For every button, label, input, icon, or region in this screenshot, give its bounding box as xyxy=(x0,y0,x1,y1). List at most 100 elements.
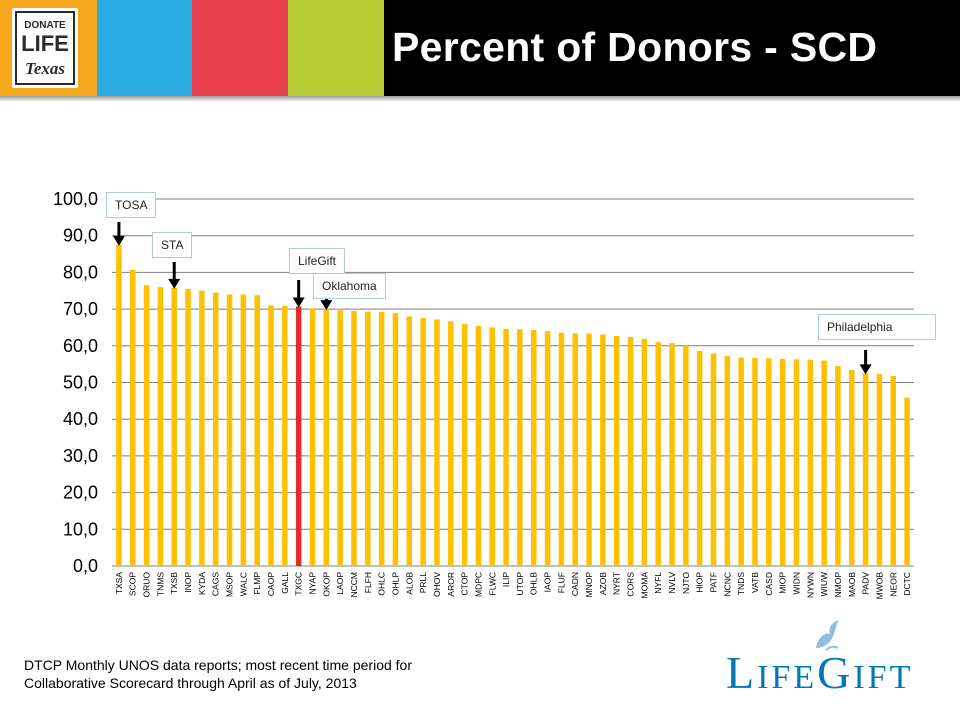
y-tick-label: 90,0 xyxy=(63,226,98,246)
x-tick-label: TXGC xyxy=(294,572,304,596)
x-tick-label: WALC xyxy=(238,572,248,596)
lifegift-logo: LIFEGIFT xyxy=(726,618,936,698)
bar-flwc xyxy=(489,327,496,566)
y-tick-label: 30,0 xyxy=(63,446,98,466)
bar-nccm xyxy=(351,310,357,566)
bar-flfh xyxy=(365,311,371,566)
x-tick-label: FLWC xyxy=(487,572,497,595)
x-tick-label: OHLC xyxy=(377,572,387,596)
bar-dctc xyxy=(904,397,910,566)
logo-text-ift: IFT xyxy=(853,659,914,696)
bar-scop xyxy=(129,269,136,566)
bar-txsb xyxy=(171,287,177,566)
bar-hiop xyxy=(696,350,703,566)
bar-prll xyxy=(420,317,426,566)
logo-line2: LIFE xyxy=(21,31,69,56)
bar-nmop xyxy=(835,365,841,566)
bar-inop xyxy=(185,288,191,566)
logo-text-l: L xyxy=(726,647,758,698)
x-tick-label: NEOR xyxy=(888,572,898,597)
x-tick-label: CAOP xyxy=(266,572,276,596)
dove-icon xyxy=(816,620,839,651)
arrow-philadelphia xyxy=(859,350,872,375)
bar-ctop xyxy=(461,324,468,566)
x-tick-label: MAOB xyxy=(847,572,857,597)
y-tick-labels: 0,0 10,0 20,0 30,0 40,0 50,0 60,0 70,0 80,0 90,0 1… xyxy=(53,189,98,576)
x-tick-labels: TXSA SCOP ORUO TNMS TXSB INOP KYDA CAGS MSOP WALC… xyxy=(114,572,912,600)
x-tick-label: CAGS xyxy=(211,572,221,596)
x-tick-label: SCOP xyxy=(128,572,138,596)
x-tick-label: TNDS xyxy=(736,572,746,595)
green-stripe xyxy=(288,0,384,96)
x-tick-label: DCTC xyxy=(902,572,912,596)
x-tick-label: INOP xyxy=(183,572,193,593)
bar-fluf xyxy=(558,332,565,566)
bar-cors xyxy=(627,336,634,566)
callout-philadelphia: Philadelphia xyxy=(818,314,936,340)
bar-tnms xyxy=(157,287,164,566)
y-tick-label: 60,0 xyxy=(63,336,98,356)
x-tick-label: MIOP xyxy=(778,572,788,594)
bar-azob xyxy=(600,334,606,566)
y-tick-label: 50,0 xyxy=(63,373,98,393)
x-tick-label: NYWN xyxy=(805,572,815,598)
bar-txsa xyxy=(116,244,122,566)
bar-nyfl xyxy=(655,342,661,566)
bar-njto xyxy=(683,345,689,566)
x-tick-label: WIDN xyxy=(791,572,801,595)
x-tick-label: LAOP xyxy=(335,572,345,595)
logo-text-g: G xyxy=(817,647,854,698)
y-tick-label: 80,0 xyxy=(63,262,98,282)
y-tick-label: 70,0 xyxy=(63,299,98,319)
x-tick-label: ALOB xyxy=(404,572,414,595)
x-tick-label: MSOP xyxy=(225,572,235,597)
callout-sta: STA xyxy=(152,232,193,258)
bar-ohlc xyxy=(378,312,385,566)
x-tick-label: CASD xyxy=(764,572,774,596)
x-tick-label: NCNC xyxy=(722,572,732,597)
gridlines xyxy=(112,198,914,567)
x-tick-label: UTOP xyxy=(515,572,525,596)
page-title: Percent of Donors - SCD xyxy=(392,24,878,70)
x-tick-label: HIOP xyxy=(695,572,705,593)
bar-moma xyxy=(641,338,648,566)
header-bar: DONATE LIFE Texas Percent of Donors - SC… xyxy=(0,0,960,96)
bar-ohlp xyxy=(392,313,399,566)
bar-ohlb xyxy=(530,330,537,566)
x-tick-label: PADV xyxy=(861,572,871,595)
x-tick-label: FLMP xyxy=(252,572,262,595)
x-tick-label: PRLL xyxy=(418,572,428,594)
logo-line1: DONATE xyxy=(24,20,66,31)
x-tick-label: FLFH xyxy=(363,572,373,593)
logo-line3: Texas xyxy=(25,59,65,78)
donate-life-texas-logo: DONATE LIFE Texas xyxy=(12,8,78,88)
y-tick-label: 0,0 xyxy=(73,556,98,576)
bar-widn xyxy=(793,359,800,566)
bar-walc xyxy=(240,294,247,566)
x-tick-label: OHOV xyxy=(432,572,442,597)
x-tick-label: MNOP xyxy=(584,572,594,598)
arrow-sta xyxy=(168,262,181,289)
red-stripe xyxy=(192,0,288,96)
bar-ncnc xyxy=(724,356,731,566)
arrows xyxy=(112,222,872,375)
bar-nvlv xyxy=(669,343,675,566)
bar-utop xyxy=(517,329,523,566)
bar-cadn xyxy=(572,333,578,566)
bar-oruo xyxy=(143,285,150,566)
bar-nyap xyxy=(309,308,316,566)
logo-text-ife: IFE xyxy=(757,659,818,696)
x-tick-label: CADN xyxy=(570,572,580,596)
x-tick-label: TXSA xyxy=(114,572,124,595)
x-tick-label: NCCM xyxy=(349,572,359,598)
x-tick-label: AROR xyxy=(446,572,456,597)
bar-casd xyxy=(766,358,772,566)
x-tick-label: GALL xyxy=(280,572,290,594)
bar-nywn xyxy=(807,359,814,566)
x-tick-label: NYAP xyxy=(308,572,318,595)
y-tick-label: 20,0 xyxy=(63,483,98,503)
callout-tosa: TOSA xyxy=(106,192,157,218)
x-tick-label: OHLP xyxy=(390,572,400,595)
bar-vatb xyxy=(752,357,758,566)
